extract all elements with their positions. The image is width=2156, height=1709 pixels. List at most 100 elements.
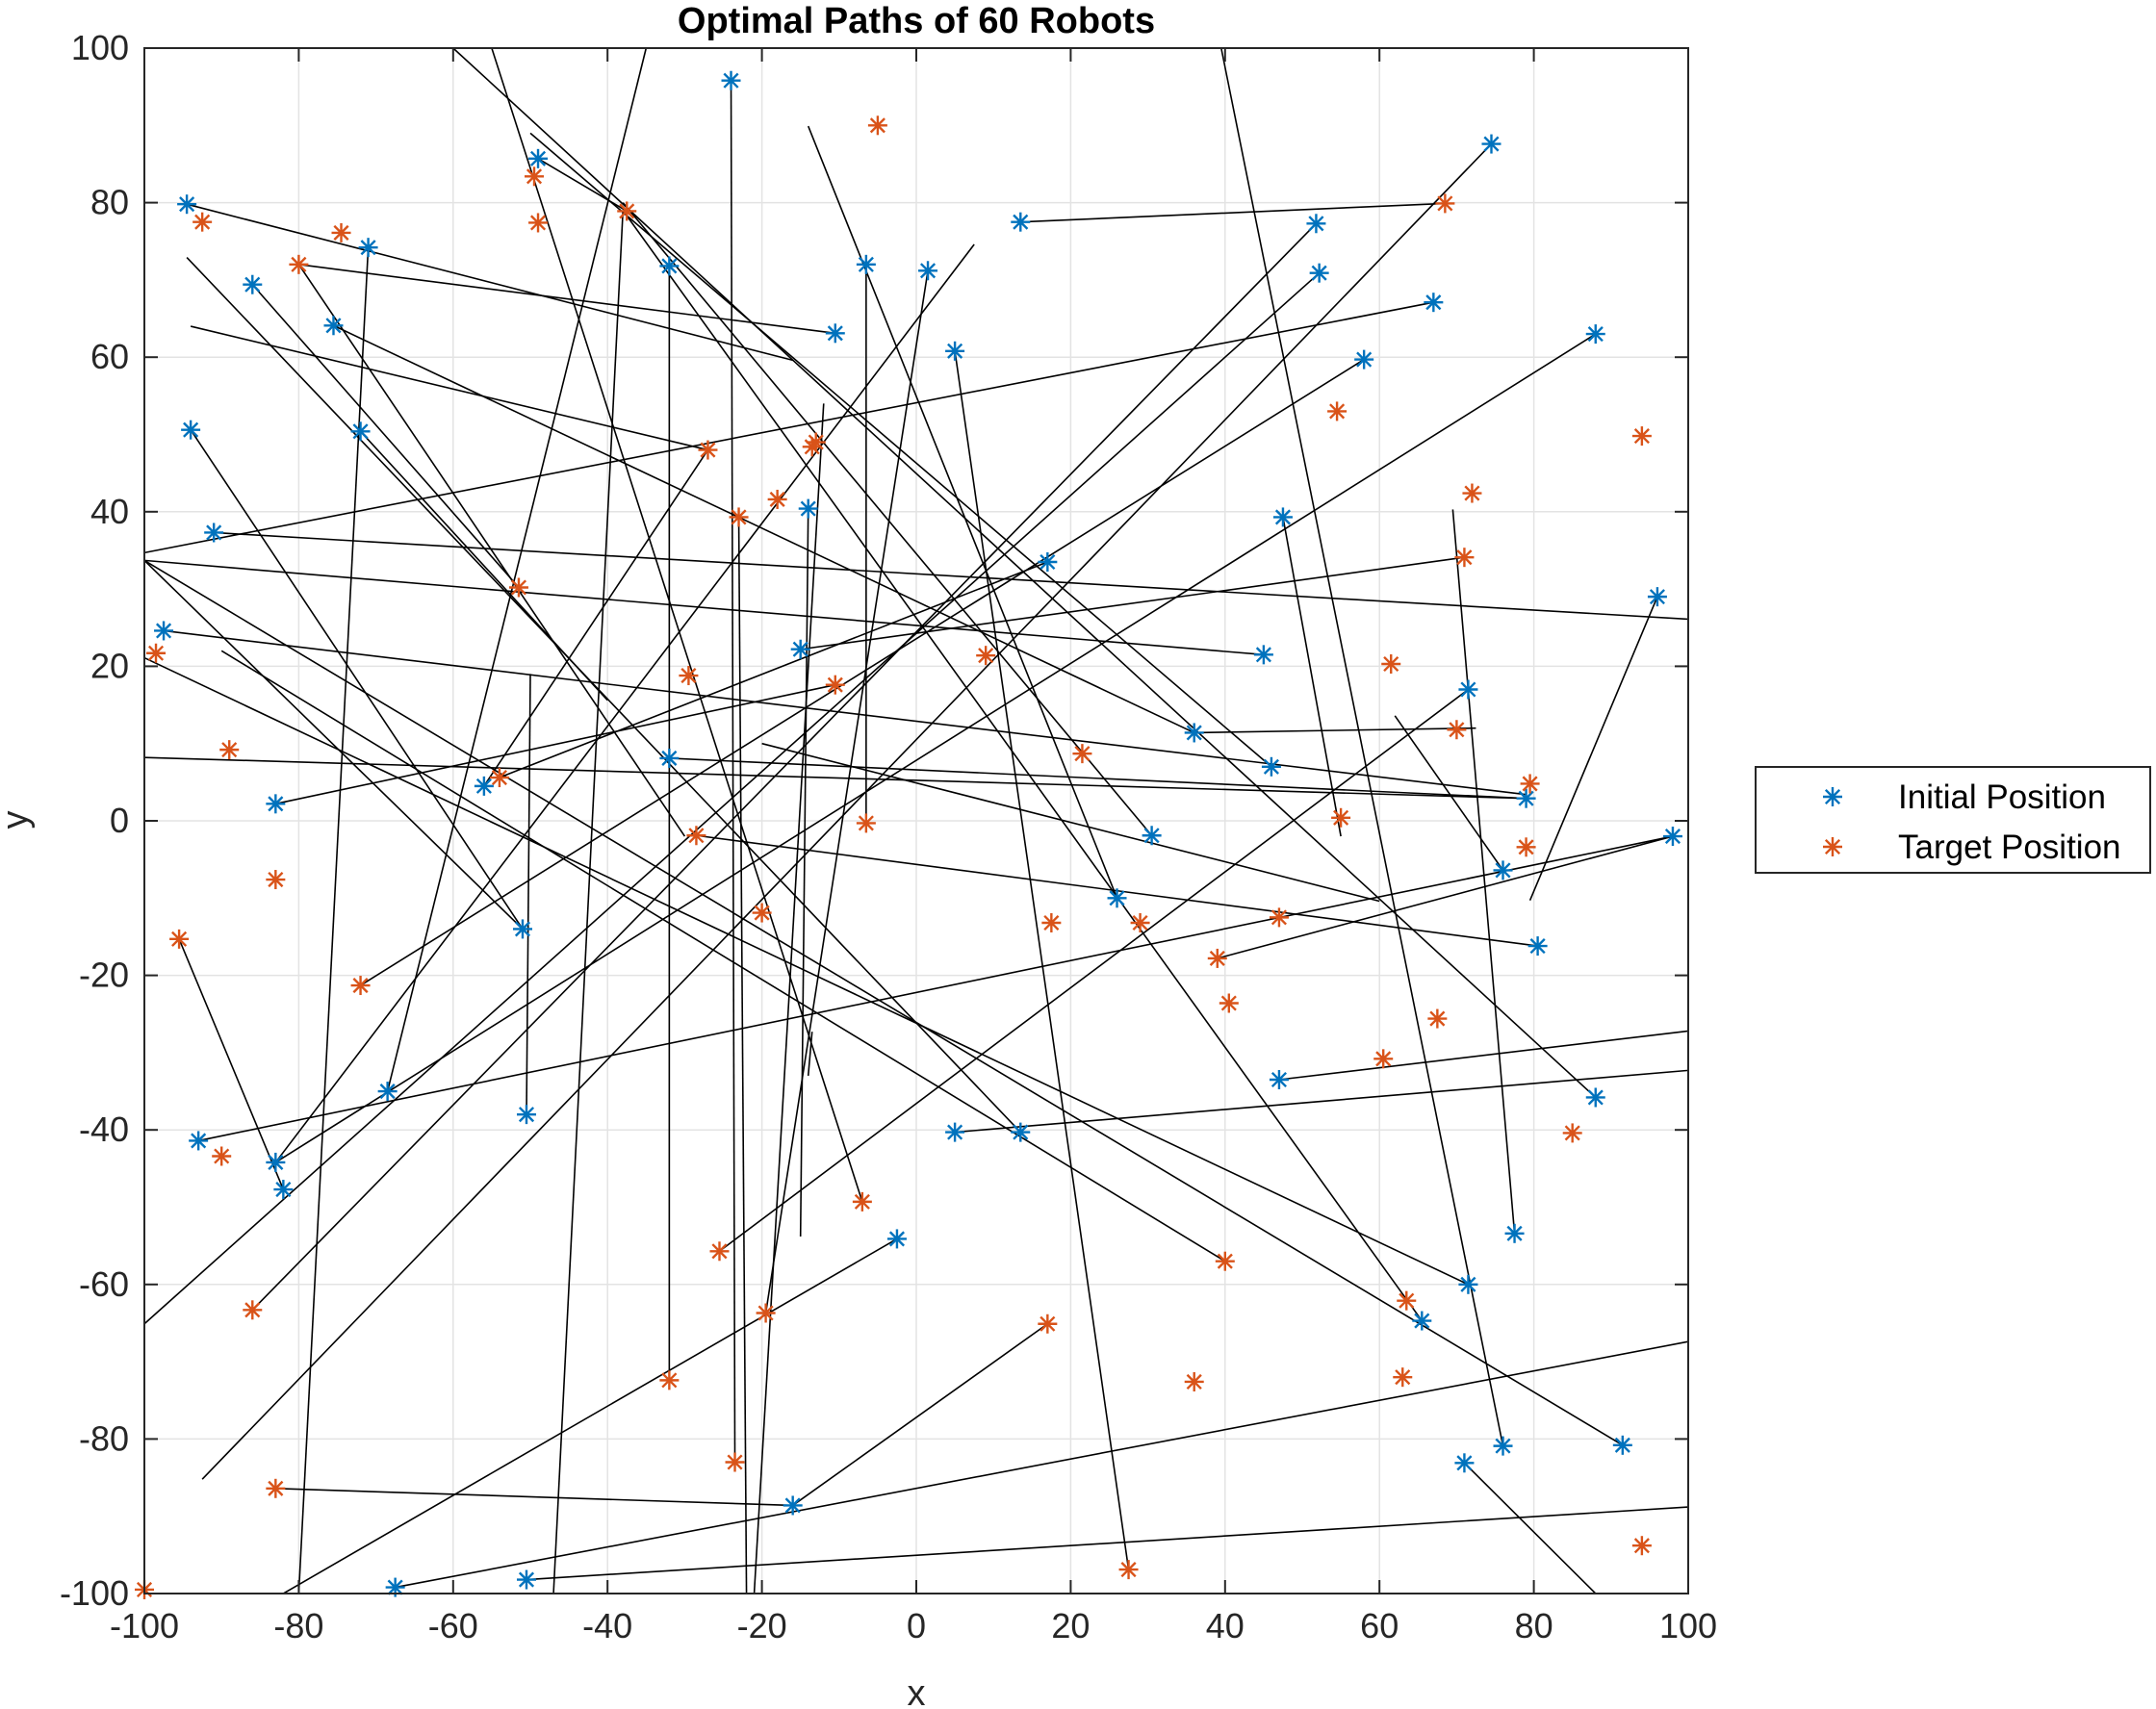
target-position-point [976, 646, 996, 666]
target-position-point [146, 643, 167, 663]
target-position-point [1269, 907, 1289, 928]
initial-position-point [1261, 756, 1281, 777]
initial-position-point [856, 254, 876, 274]
x-tick-label: -100 [110, 1606, 179, 1645]
robot-path-line [214, 531, 1689, 621]
initial-position-point [243, 274, 263, 294]
x-tick-label: -20 [737, 1606, 787, 1645]
robot-path-line [190, 429, 524, 930]
legend-asterisk-target [1823, 837, 1842, 856]
x-tick-label: 60 [1360, 1606, 1399, 1645]
robot-path-line [186, 203, 793, 362]
robot-path-line [197, 835, 1674, 1142]
robot-path-line [483, 449, 709, 787]
robot-path-line [807, 1032, 813, 1077]
robot-path-line [220, 650, 1226, 1263]
target-position-point [1516, 837, 1536, 857]
robot-path-line [1463, 1462, 1597, 1594]
initial-position-point [1458, 1274, 1478, 1294]
target-position-point [709, 1241, 730, 1262]
x-tick-label: 100 [1659, 1606, 1717, 1645]
target-position-point [289, 254, 309, 274]
legend-box [1755, 766, 2151, 874]
x-tick-label: 20 [1051, 1606, 1090, 1645]
initial-position-point [1306, 214, 1326, 234]
robot-path-line [452, 47, 1597, 1099]
robot-path-line [719, 688, 1469, 1252]
robot-path-line [753, 403, 825, 1594]
robot-path-line [297, 247, 370, 1594]
y-tick-label: -60 [79, 1264, 129, 1304]
x-tick-label: -60 [428, 1606, 478, 1645]
target-position-point [1184, 1371, 1204, 1391]
target-position-point [1207, 948, 1227, 968]
initial-position-point [474, 776, 494, 796]
target-position-point [525, 166, 545, 187]
robot-path-line [1528, 596, 1658, 902]
initial-position-point [1253, 645, 1273, 665]
target-position-point [1041, 912, 1062, 932]
initial-position-point [273, 1180, 294, 1200]
target-position-point [266, 1478, 286, 1498]
initial-position-point [790, 639, 810, 659]
robot-path-line [1020, 202, 1446, 223]
target-position-point [1373, 1049, 1394, 1069]
robot-path-line [186, 257, 1021, 1134]
initial-position-point [512, 919, 532, 939]
target-position-point [767, 489, 787, 509]
robot-path-line [669, 757, 1527, 800]
robot-path-line [201, 143, 1493, 1480]
legend-label-initial: Initial Position [1898, 778, 2106, 816]
robot-path-line [1194, 727, 1476, 734]
target-position-point [825, 675, 845, 695]
initial-position-point [1309, 263, 1329, 283]
initial-position-point [1481, 134, 1502, 154]
robot-path-line [274, 243, 975, 1163]
robot-path-line [1278, 1030, 1689, 1081]
initial-position-point [1585, 324, 1605, 344]
target-position-point [1215, 1251, 1235, 1271]
robot-path-line [275, 1487, 793, 1507]
robot-path-line [954, 350, 1130, 1570]
initial-position-point [1504, 1223, 1525, 1243]
robot-path-line [143, 756, 1527, 800]
initial-position-point [1516, 788, 1536, 808]
robot-path-line [622, 210, 1423, 1322]
x-tick-label: -80 [273, 1606, 323, 1645]
y-tick-label: -80 [79, 1418, 129, 1458]
initial-position-point [377, 1082, 398, 1102]
target-position-point [331, 222, 351, 242]
x-axis-label: x [908, 1673, 926, 1709]
robot-path-line [297, 264, 686, 837]
initial-position-point [1662, 827, 1682, 847]
initial-position-point [1412, 1311, 1432, 1331]
initial-position-point [1612, 1435, 1632, 1455]
target-position-point [698, 440, 718, 460]
target-position-point [1072, 744, 1092, 764]
robot-path-line [799, 508, 809, 1237]
x-tick-label: 80 [1515, 1606, 1553, 1645]
initial-position-point [154, 621, 174, 641]
target-position-point [725, 1452, 745, 1472]
initial-position-point [358, 238, 378, 258]
target-position-point [219, 740, 240, 760]
robot-path-line [800, 556, 1465, 650]
target-position-point [1331, 807, 1351, 828]
initial-position-point [1647, 587, 1667, 607]
initial-position-point [783, 1495, 803, 1516]
initial-position-point [350, 421, 371, 442]
initial-position-point [721, 70, 741, 90]
y-tick-label: -40 [79, 1110, 129, 1149]
robot-path-line [529, 132, 1272, 768]
robot-path-line [143, 559, 1624, 1446]
initial-position-point [1269, 1070, 1289, 1090]
initial-position-point [177, 194, 197, 215]
ticks-layer: -100 -80 -60 -40 -20 0 20 40 60 80 100 -100 -80 -60 -4… [60, 28, 1717, 1645]
y-tick-label: 0 [110, 801, 129, 840]
chart-title: Optimal Paths of 60 Robots [678, 1, 1155, 41]
initial-position-point [1454, 1453, 1475, 1473]
robot-path-line [761, 742, 1380, 903]
legend-marker-target [1823, 837, 1842, 856]
initial-position-point [266, 794, 286, 814]
initial-position-point [528, 148, 549, 168]
